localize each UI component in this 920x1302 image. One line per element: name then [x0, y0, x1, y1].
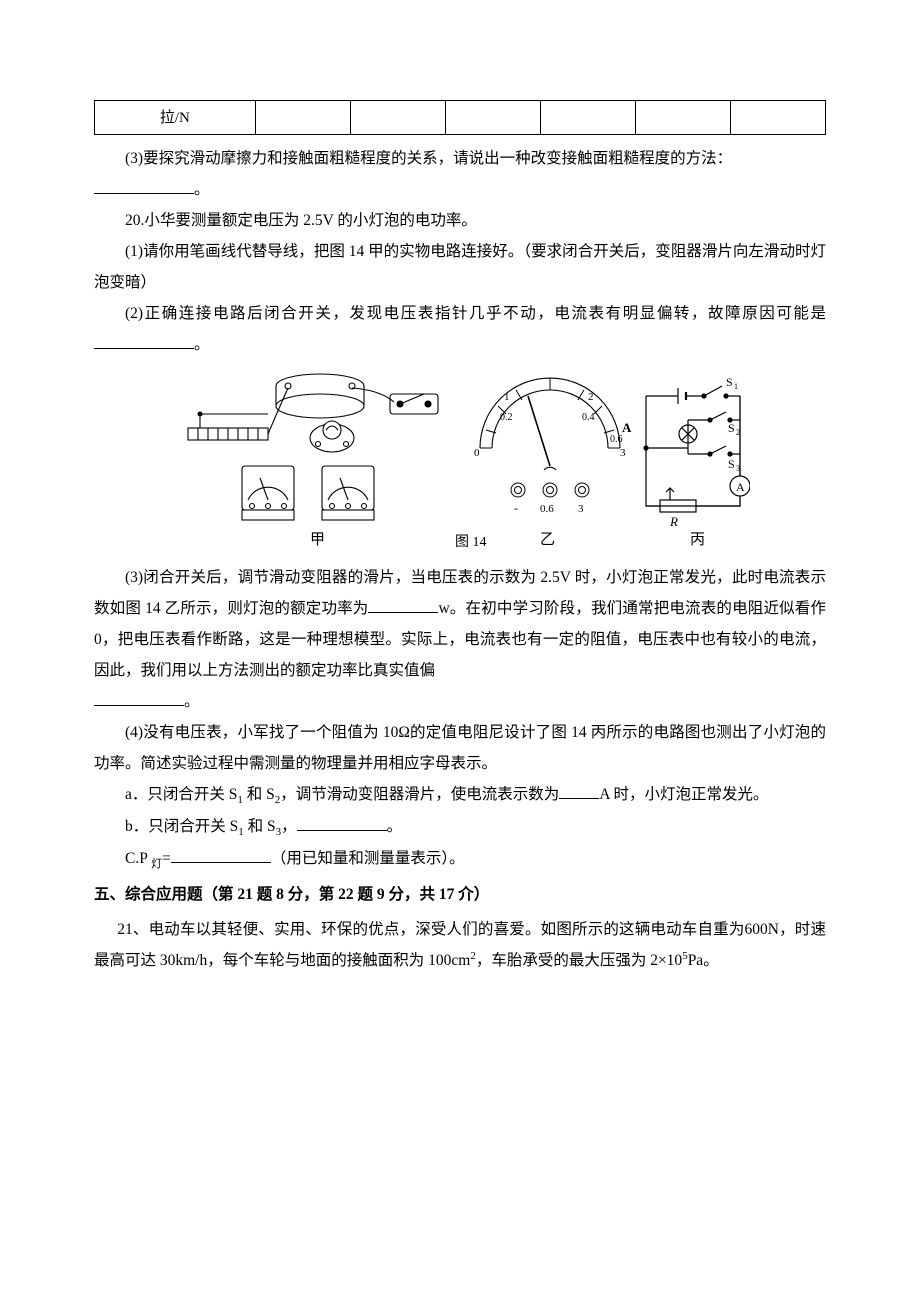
- q20-p2: (2)正确连接电路后闭合开关，发现电压表指针几乎不动，电流表有明显偏转，故障原因…: [94, 298, 826, 360]
- pb-b: 和 S: [244, 818, 276, 835]
- svg-text:1: 1: [504, 391, 510, 403]
- fill-blank: [94, 179, 194, 195]
- svg-text:0.6: 0.6: [610, 434, 623, 445]
- fig-caption: 图 14: [455, 535, 487, 550]
- svg-text:0.6: 0.6: [540, 503, 554, 515]
- label-jia: 甲: [310, 532, 325, 548]
- fill-blank: [297, 816, 387, 832]
- svg-text:S: S: [726, 375, 733, 389]
- label-yi: 乙: [540, 532, 555, 548]
- svg-text:0.4: 0.4: [582, 412, 595, 423]
- pa-b: 和 S: [243, 786, 275, 803]
- cell: [635, 101, 730, 135]
- fill-blank: [368, 598, 438, 614]
- svg-text:3: 3: [578, 503, 584, 515]
- table-row: 拉/N: [95, 101, 826, 135]
- fill-blank: [94, 691, 184, 707]
- pc-c: （用已知量和测量量表示）。: [271, 850, 465, 867]
- pa-a: a．只闭合开关 S: [125, 786, 237, 803]
- q20-p3-c: 。: [184, 693, 200, 710]
- svg-text:0: 0: [474, 447, 480, 459]
- row-label: 拉/N: [160, 110, 190, 126]
- q21-b: ，车胎承受的最大压强为 2×10: [476, 952, 682, 969]
- q20-p1: (1)请你用笔画线代替导线，把图 14 甲的实物电路连接好。（要求闭合开关后，变…: [94, 236, 826, 298]
- q20-intro: 20.小华要测量额定电压为 2.5V 的小灯泡的电功率。: [94, 205, 826, 236]
- fill-blank: [171, 848, 271, 864]
- q20-p4: (4)没有电压表，小军找了一个阻值为 10Ω的定值电阻尼设计了图 14 丙所示的…: [94, 717, 826, 779]
- pc-a: C.P: [125, 850, 151, 867]
- pc-sub: 灯: [151, 858, 162, 870]
- cell: [350, 101, 445, 135]
- q3-text: (3)要探究滑动摩擦力和接触面粗糙程度的关系，请说出一种改变接触面粗糙程度的方法…: [94, 143, 826, 174]
- figure-14: 甲: [170, 366, 750, 556]
- svg-text:A: A: [736, 480, 745, 494]
- pc-b: =: [162, 850, 171, 867]
- row-label-cell: 拉/N: [95, 101, 256, 135]
- figure-14-svg: 甲: [170, 366, 750, 556]
- svg-text:3: 3: [620, 447, 626, 459]
- cell: [540, 101, 635, 135]
- q20-p2-b: 。: [194, 336, 210, 353]
- label-bing: 丙: [690, 532, 705, 548]
- svg-text:S: S: [728, 421, 735, 435]
- fill-blank: [94, 334, 194, 350]
- q21-c: Pa。: [688, 952, 719, 969]
- section-5-heading: 五、综合应用题（第 21 题 8 分，第 22 题 9 分，共 17 介）: [94, 879, 826, 910]
- svg-text:S: S: [728, 457, 735, 471]
- data-table: 拉/N: [94, 100, 826, 135]
- q3-blank-line: 。: [94, 174, 826, 205]
- q20-pb: b．只闭合开关 S1 和 S3，。: [94, 811, 826, 843]
- pa-c: ，调节滑动变阻器滑片，使电流表示数为: [280, 786, 559, 803]
- svg-text:A: A: [622, 420, 632, 435]
- svg-text:-: -: [514, 501, 518, 515]
- q20-p3: (3)闭合开关后，调节滑动变阻器的滑片，当电压表的示数为 2.5V 时，小灯泡正…: [94, 562, 826, 686]
- q20-p2-a: (2)正确连接电路后闭合开关，发现电压表指针几乎不动，电流表有明显偏转，故障原因…: [125, 305, 826, 322]
- svg-text:0.2: 0.2: [500, 412, 513, 423]
- svg-text:R: R: [669, 514, 678, 529]
- pb-c: ，: [281, 818, 297, 835]
- cell: [730, 101, 825, 135]
- cell: [445, 101, 540, 135]
- q20-pc: C.P 灯= （用已知量和测量量表示）。: [94, 843, 826, 875]
- pa-d: A 时，小灯泡正常发光。: [599, 786, 768, 803]
- q21: 21、电动车以其轻便、实用、环保的优点，深受人们的喜爱。如图所示的这辆电动车自重…: [94, 914, 826, 976]
- svg-text:2: 2: [588, 391, 594, 403]
- q20-p3-end: 。: [94, 686, 826, 717]
- fill-blank: [559, 784, 599, 800]
- svg-text:1: 1: [734, 382, 738, 391]
- pb-a: b．只闭合开关 S: [125, 818, 238, 835]
- pb-d: 。: [387, 818, 403, 835]
- q20-pa: a．只闭合开关 S1 和 S2，调节滑动变阻器滑片，使电流表示数为A 时，小灯泡…: [94, 779, 826, 811]
- cell: [255, 101, 350, 135]
